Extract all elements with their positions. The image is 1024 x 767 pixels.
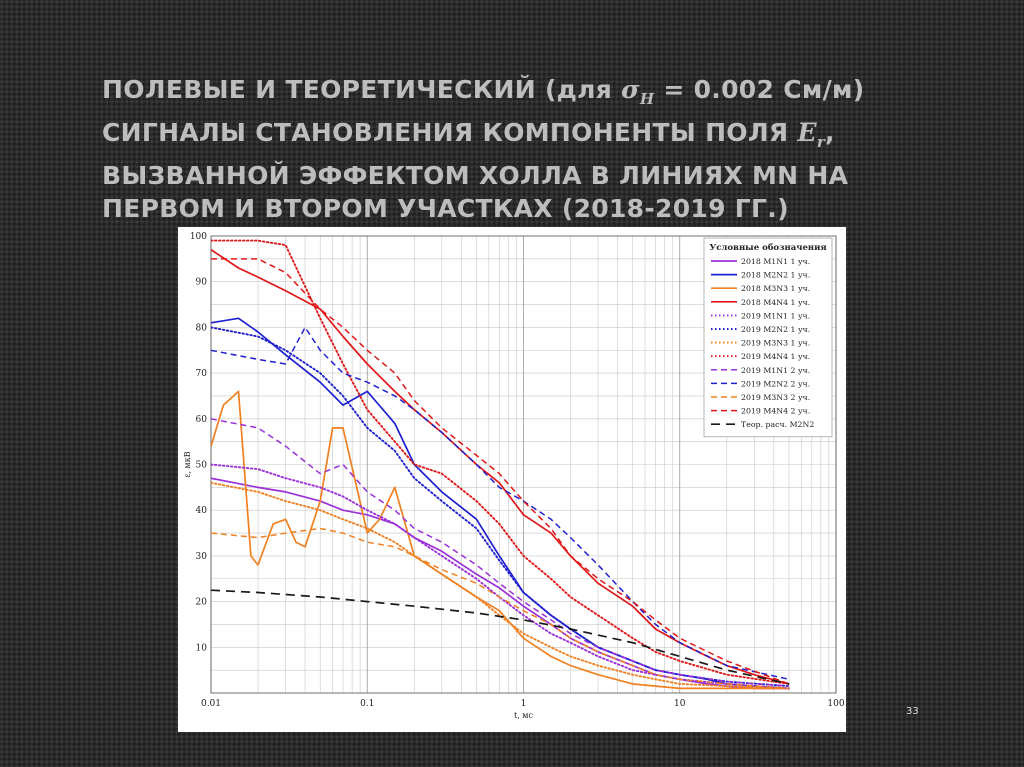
y-tick-label: 20	[196, 598, 208, 608]
series-line-12	[211, 258, 790, 685]
legend-label-8: 2019 M4N4 1 уч.	[741, 352, 810, 361]
title-line-text: ПОЛЕВЫЕ И ТЕОРЕТИЧЕСКИЙ (для	[102, 75, 622, 104]
series-line-13	[211, 589, 790, 685]
x-tick-label: 0.1	[360, 699, 374, 709]
x-tick-label: 10	[674, 699, 686, 709]
y-tick-label: 40	[196, 506, 208, 516]
legend-label-12: 2019 M4N4 2 уч.	[741, 407, 810, 416]
series-line-4	[211, 248, 790, 685]
title-line-text: = 0.002 См/м)	[654, 75, 865, 104]
legend-label-11: 2019 M3N3 2 уч.	[741, 393, 810, 402]
title-line-4: ПЕРВОМ И ВТОРОМ УЧАСТКАХ (2018-2019 ГГ.)	[102, 192, 902, 225]
y-tick-label: 90	[196, 278, 208, 288]
legend-box	[703, 237, 833, 438]
title-line-text: ПЕРВОМ И ВТОРОМ УЧАСТКАХ (2018-2019 ГГ.)	[102, 194, 789, 223]
title-line-3: ВЫЗВАННОЙ ЭФФЕКТОМ ХОЛЛА В ЛИНИЯХ MN НА	[102, 159, 902, 192]
x-tick-label: 0.01	[201, 699, 221, 709]
legend-label-6: 2019 M2N2 1 уч.	[741, 325, 810, 334]
chart-svg: 10 20 30 40 50 60 70 80 90 100 0.01 0.1 1 10 100 t, мс ε…	[183, 232, 845, 720]
title-line-text: СИГНАЛЫ СТАНОВЛЕНИЯ КОМПОНЕНТЫ ПОЛЯ	[102, 118, 798, 147]
legend-label-1: 2018 M1N1 1 уч.	[741, 257, 810, 266]
title-math-symbol: E	[797, 118, 817, 147]
title-line-2: СИГНАЛЫ СТАНОВЛЕНИЯ КОМПОНЕНТЫ ПОЛЯ Er,	[102, 116, 902, 159]
x-tick-label: 100	[827, 699, 844, 709]
y-tick-label: 100	[190, 232, 207, 242]
title-math-subscript: H	[639, 90, 655, 108]
legend-label-4: 2018 M4N4 1 уч.	[741, 298, 810, 307]
series-line-9	[211, 418, 790, 687]
series-line-3	[211, 390, 789, 690]
y-tick-label: 50	[196, 461, 208, 471]
x-axis-label: t, мс	[514, 711, 534, 720]
legend-label-7: 2019 M3N3 1 уч.	[741, 339, 810, 348]
legend-label-2: 2018 M2N2 1 уч.	[741, 271, 810, 280]
y-axis-label: ε, мкВ	[183, 451, 192, 477]
legend-label-9: 2019 M1N1 2 уч.	[741, 366, 810, 375]
y-tick-label: 70	[196, 369, 208, 379]
legend-label-5: 2019 M1N1 1 уч.	[741, 311, 810, 320]
slide-title: ПОЛЕВЫЕ И ТЕОРЕТИЧЕСКИЙ (для σH = 0.002 …	[102, 73, 902, 225]
x-tick-label: 1	[521, 699, 527, 709]
series-line-1	[211, 477, 789, 690]
series-line-7	[211, 481, 790, 690]
page-number: 33	[906, 706, 919, 717]
title-line-text: ВЫЗВАННОЙ ЭФФЕКТОМ ХОЛЛА В ЛИНИЯХ MN НА	[102, 161, 849, 190]
legend-label-3: 2018 M3N3 1 уч.	[741, 284, 810, 293]
title-line-text: ,	[825, 118, 835, 147]
legend-title: Условные обозначения	[709, 242, 826, 253]
legend-label-10: 2019 M2N2 2 уч.	[741, 379, 810, 388]
y-tick-label: 10	[196, 643, 208, 653]
series-line-6	[211, 326, 790, 688]
series-line-8	[211, 239, 790, 685]
y-tick-label: 80	[196, 323, 208, 333]
chart-container: 10 20 30 40 50 60 70 80 90 100 0.01 0.1 1 10 100 t, мс ε…	[178, 227, 846, 732]
legend-label-13: Теор. расч. M2N2	[741, 420, 814, 429]
title-line-1: ПОЛЕВЫЕ И ТЕОРЕТИЧЕСКИЙ (для σH = 0.002 …	[102, 73, 902, 116]
y-tick-label: 60	[196, 415, 208, 425]
title-math-symbol: σ	[621, 75, 640, 104]
series-line-10	[211, 326, 790, 681]
y-tick-label: 30	[196, 552, 208, 562]
series-line-11	[211, 527, 790, 690]
title-math-subscript: r	[816, 133, 826, 151]
